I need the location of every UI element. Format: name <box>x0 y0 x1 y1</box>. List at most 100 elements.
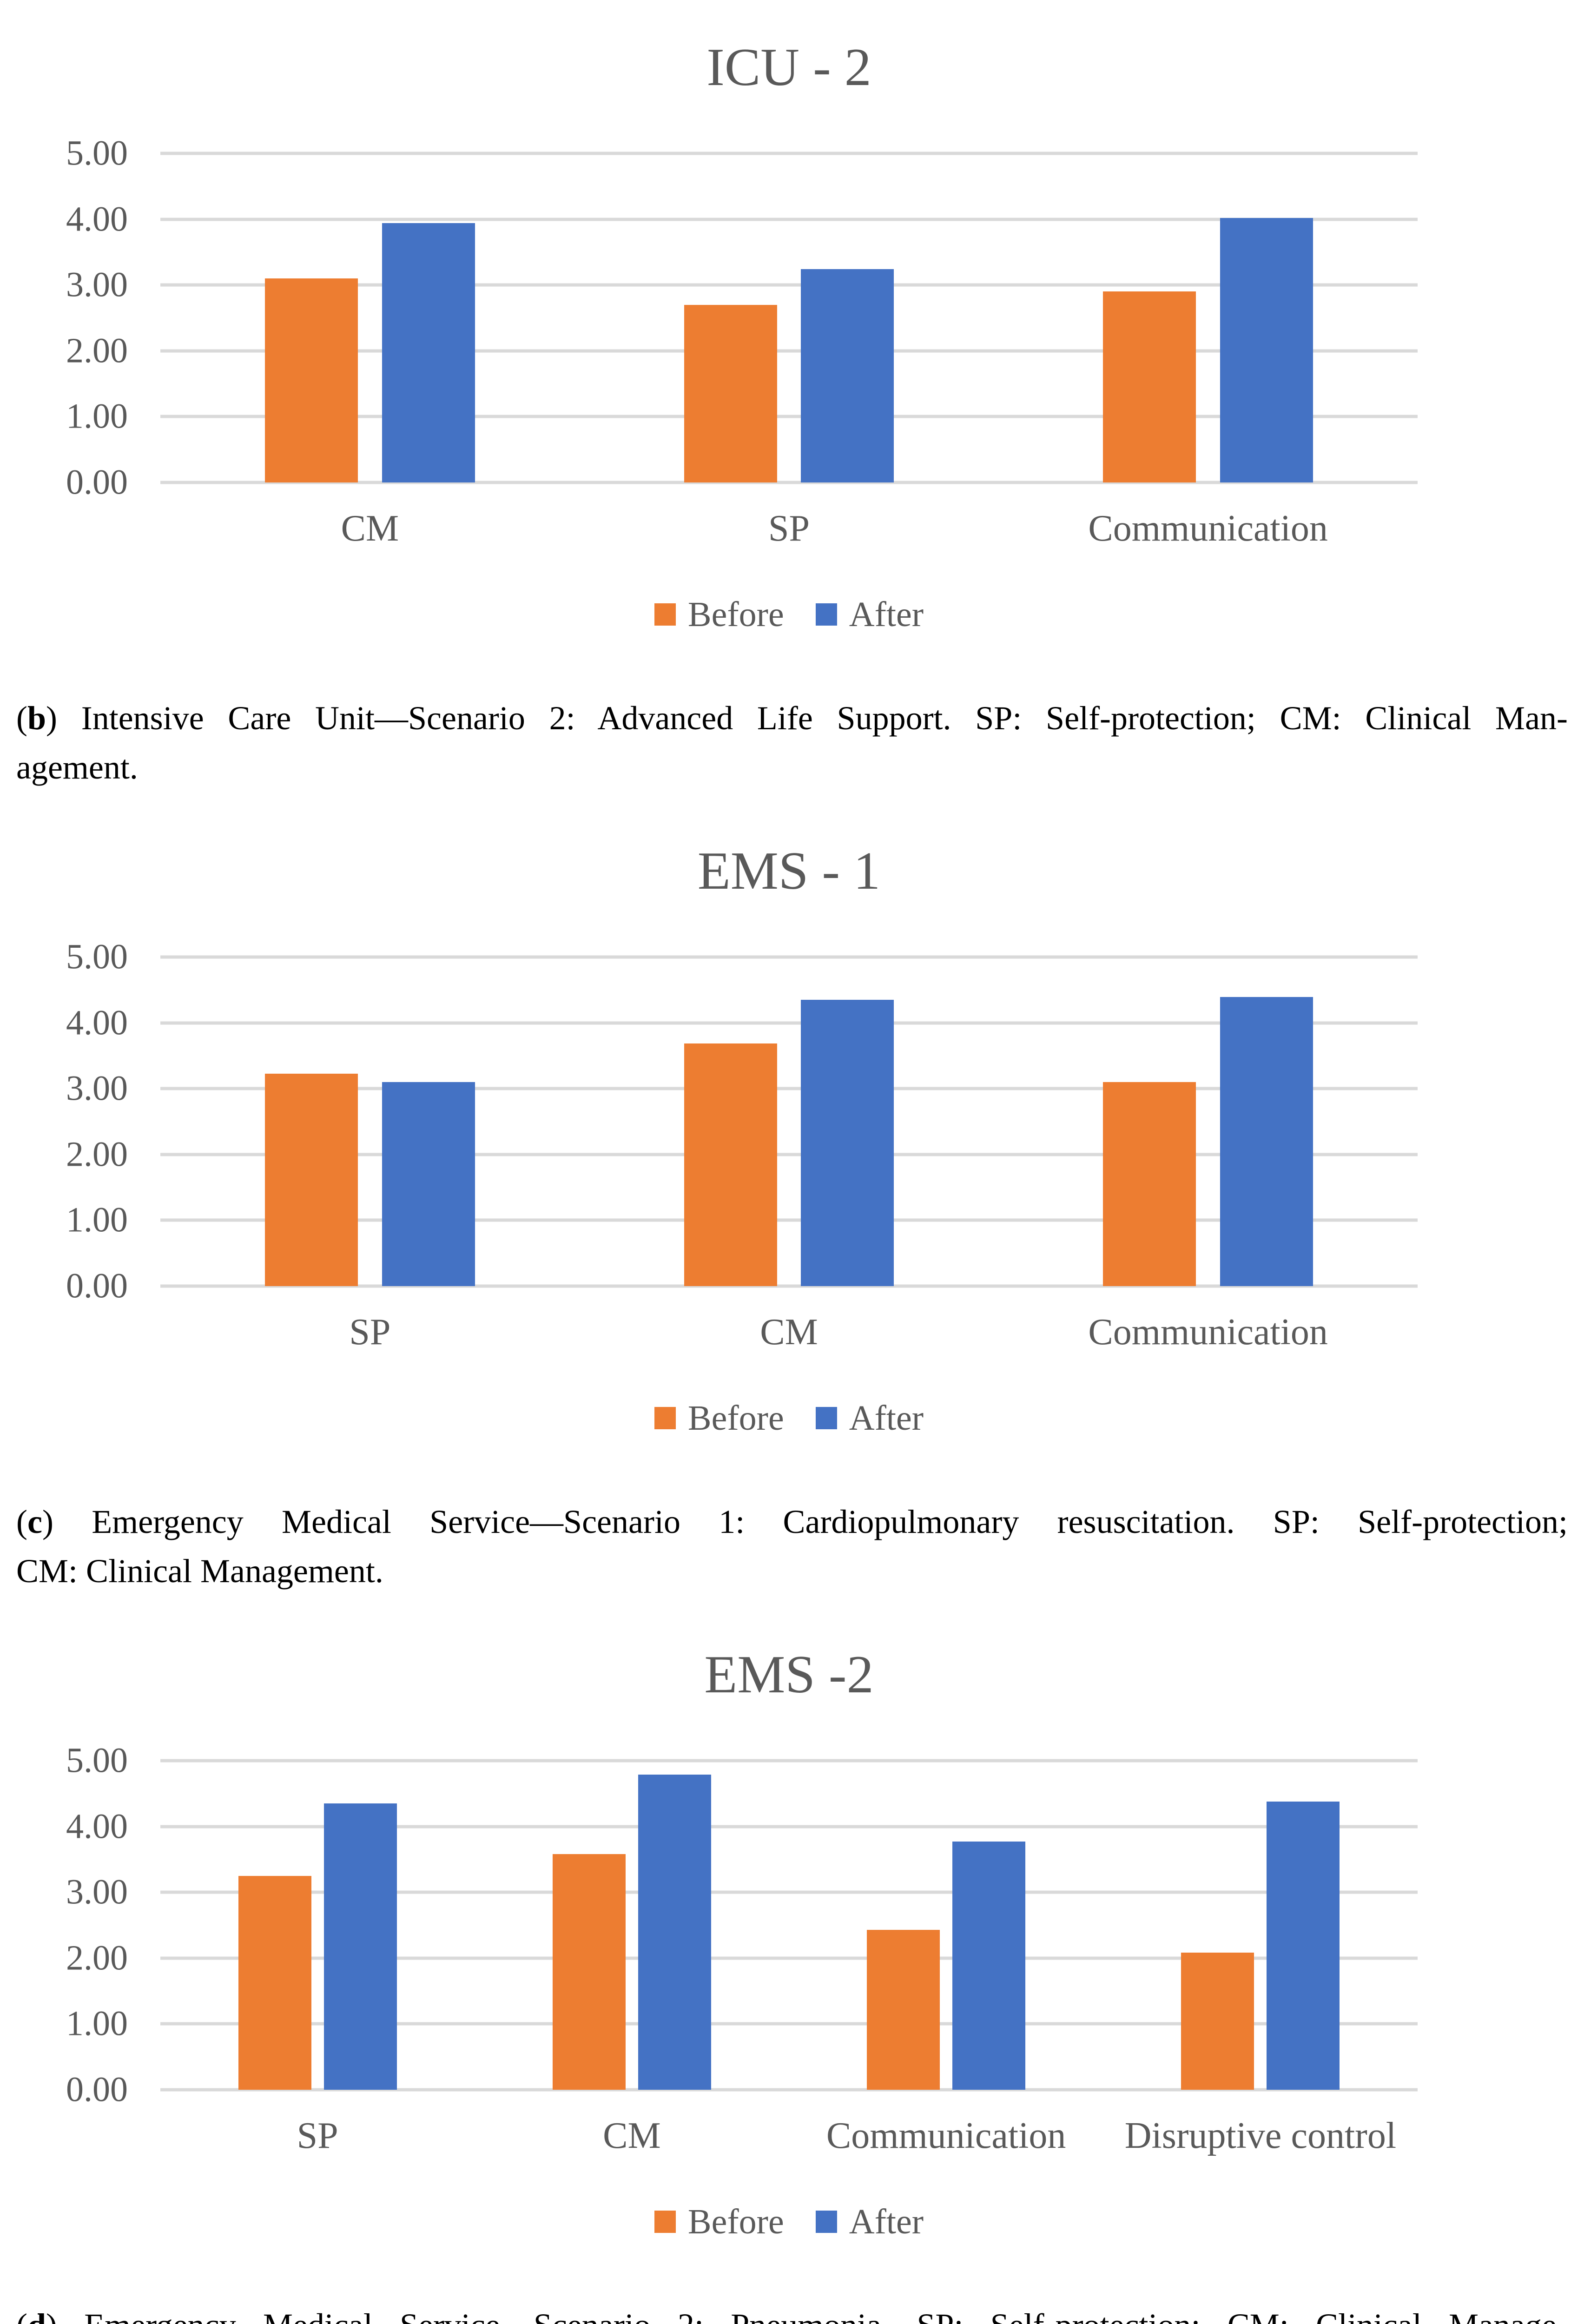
gridline-4.00 <box>160 1825 1418 1829</box>
legend-entry-after: After <box>815 2202 924 2242</box>
y-axis-tick-4.00: 4.00 <box>66 199 128 239</box>
x-axis-labels: CM SP Communication <box>160 508 1418 559</box>
x-axis-labels: SP CM Communication <box>160 1311 1418 1362</box>
chart-title: ICU - 2 <box>706 38 871 97</box>
y-axis-tick-2.00: 2.00 <box>66 1135 128 1174</box>
legend-swatch-before <box>654 1407 676 1429</box>
chart-legend: Before After <box>160 595 1418 634</box>
figure-caption-c: (c) Emergency Medical Service—Scenario 1… <box>16 1497 1568 1596</box>
y-axis-tick-0.00: 0.00 <box>66 462 128 502</box>
bar-after-cm <box>638 1774 711 2090</box>
x-axis-category-sp: SP <box>768 508 810 549</box>
x-axis-category-sp: SP <box>297 2115 338 2156</box>
y-axis-tick-4.00: 4.00 <box>66 1807 128 1846</box>
x-axis-category-cm: CM <box>603 2115 661 2156</box>
x-axis-category-disruptive-control: Disruptive control <box>1124 2115 1397 2156</box>
gridline-3.00 <box>160 1087 1418 1090</box>
legend-swatch-before <box>654 2211 676 2233</box>
y-axis-tick-1.00: 1.00 <box>66 396 128 436</box>
caption-letter: c <box>27 1503 42 1540</box>
caption-text: Emergency Medical Service—Scenario 2: Pn… <box>84 2307 1568 2324</box>
x-axis-category-sp: SP <box>349 1312 391 1353</box>
bar-before-communication <box>1103 291 1196 482</box>
bar-after-sp <box>382 1082 475 1286</box>
x-axis-category-communication: Communication <box>826 2115 1066 2156</box>
gridline-0.00 <box>160 481 1418 484</box>
bar-before-sp <box>684 304 777 482</box>
legend-label-after: After <box>849 2202 924 2241</box>
bar-after-sp <box>801 269 894 482</box>
caption-line-2: CM: Clinical Management. <box>16 1552 383 1590</box>
y-axis-tick-0.00: 0.00 <box>66 2070 128 2109</box>
legend-label-before: Before <box>687 2202 784 2241</box>
legend-swatch-after <box>815 603 837 626</box>
bar-before-disruptive-control <box>1181 1953 1254 2090</box>
caption-paren-open: ( <box>16 700 27 737</box>
figure-caption-b: (b) Intensive Care Unit—Scenario 2: Adva… <box>16 693 1568 792</box>
x-axis-category-cm: CM <box>760 1312 818 1353</box>
caption-letter: d <box>27 2307 46 2324</box>
x-axis-category-communication: Communication <box>1088 508 1328 549</box>
bar-before-cm <box>552 1854 626 2090</box>
bar-after-communication <box>1220 997 1313 1286</box>
y-axis-tick-1.00: 1.00 <box>66 1200 128 1240</box>
y-axis-tick-2.00: 2.00 <box>66 331 128 370</box>
bar-after-communication <box>1220 218 1313 482</box>
caption-line-1: (d) Emergency Medical Service—Scenario 2… <box>16 2301 1568 2324</box>
gridline-2.00 <box>160 1153 1418 1156</box>
gridline-3.00 <box>160 1890 1418 1894</box>
gridline-4.00 <box>160 218 1418 221</box>
gridline-5.00 <box>160 1759 1418 1763</box>
y-axis-tick-2.00: 2.00 <box>66 1938 128 1978</box>
y-axis-tick-3.00: 3.00 <box>66 265 128 304</box>
y-axis-tick-0.00: 0.00 <box>66 1266 128 1306</box>
caption-paren-close: ) <box>46 2307 57 2324</box>
x-axis-labels: SP CM Communication Disruptive control <box>160 2115 1418 2166</box>
gridline-2.00 <box>160 349 1418 353</box>
y-axis-tick-5.00: 5.00 <box>66 937 128 977</box>
bar-before-communication <box>1103 1082 1196 1286</box>
legend-entry-before: Before <box>654 2202 784 2242</box>
gridline-0.00 <box>160 1284 1418 1288</box>
gridline-1.00 <box>160 2022 1418 2026</box>
caption-letter: b <box>27 700 46 737</box>
caption-paren-open: ( <box>16 1503 27 1540</box>
chart-legend: Before After <box>160 2202 1418 2241</box>
caption-paren-open: ( <box>16 2307 27 2324</box>
y-axis-tick-1.00: 1.00 <box>66 2004 128 2043</box>
legend-label-before: Before <box>687 594 784 634</box>
x-axis-category-cm: CM <box>341 508 399 549</box>
bar-after-communication <box>952 1842 1026 2090</box>
chart-section-icu-2: ICU - 2 5.00 4.00 3.00 2.00 1.00 0.00 CM SP Com… <box>0 35 1584 792</box>
bar-before-cm <box>264 278 358 482</box>
legend-label-before: Before <box>687 1398 784 1438</box>
y-axis-tick-5.00: 5.00 <box>66 133 128 173</box>
gridline-1.00 <box>160 415 1418 418</box>
caption-line-2: agement. <box>16 749 138 786</box>
caption-text: Intensive Care Unit—Scenario 2: Advanced… <box>81 700 1568 737</box>
chart-plot-area: 5.00 4.00 3.00 2.00 1.00 0.00 <box>66 134 1418 502</box>
legend-swatch-after <box>815 1407 837 1429</box>
legend-entry-after: After <box>815 1398 924 1439</box>
chart-title: EMS - 1 <box>697 841 881 901</box>
caption-line-1: (b) Intensive Care Unit—Scenario 2: Adva… <box>16 693 1568 743</box>
bar-after-disruptive-control <box>1267 1801 1340 2090</box>
gridline-1.00 <box>160 1218 1418 1222</box>
bar-before-sp <box>238 1875 311 2090</box>
legend-swatch-after <box>815 2211 837 2233</box>
legend-entry-before: Before <box>654 1398 784 1439</box>
gridline-4.00 <box>160 1021 1418 1025</box>
chart-section-ems-2: EMS -2 5.00 4.00 3.00 2.00 1.00 0.00 SP CM Comm… <box>0 1642 1584 2324</box>
chart-legend: Before After <box>160 1399 1418 1438</box>
caption-paren-close: ) <box>46 700 58 737</box>
y-axis-tick-3.00: 3.00 <box>66 1872 128 1912</box>
y-axis-tick-4.00: 4.00 <box>66 1003 128 1043</box>
y-axis-tick-3.00: 3.00 <box>66 1069 128 1108</box>
legend-label-after: After <box>849 594 924 634</box>
legend-entry-before: Before <box>654 594 784 635</box>
legend-swatch-before <box>654 603 676 626</box>
legend-entry-after: After <box>815 594 924 635</box>
gridline-3.00 <box>160 283 1418 287</box>
gridline-5.00 <box>160 955 1418 959</box>
bar-before-cm <box>684 1043 777 1286</box>
